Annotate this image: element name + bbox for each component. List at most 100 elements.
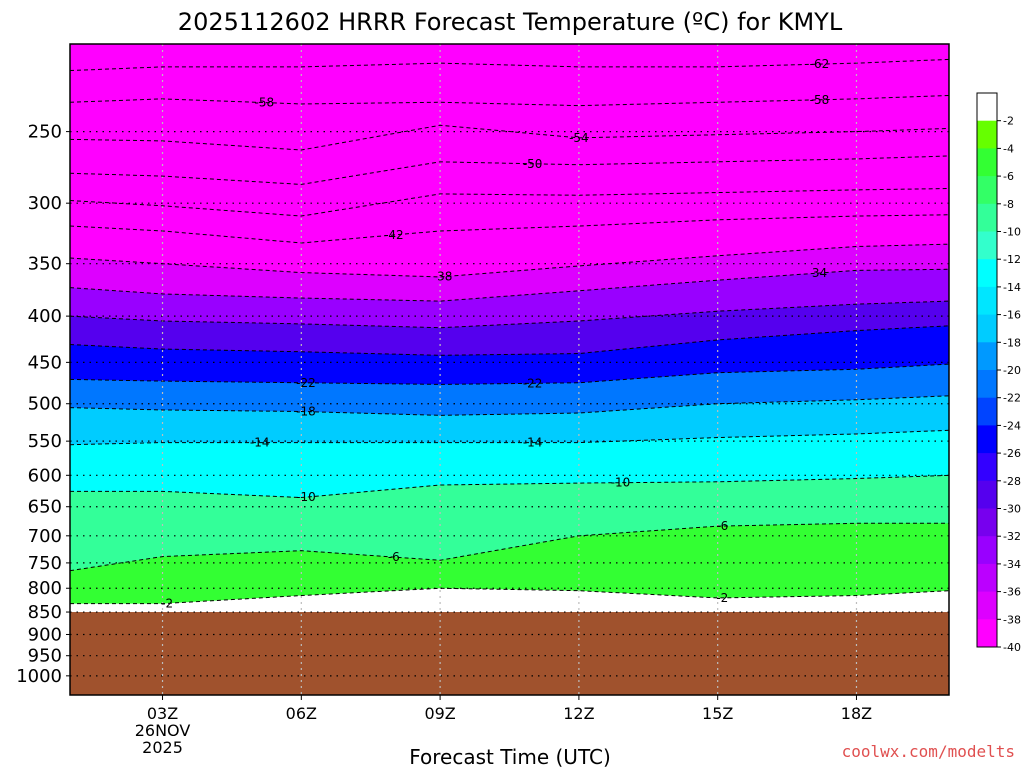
contour-line	[70, 243, 949, 278]
colorbar-label: -38	[1003, 613, 1021, 626]
colorbar-swatch	[977, 563, 997, 593]
y-tick-label: 850	[28, 602, 62, 623]
contour-label: -2	[161, 596, 173, 610]
colorbar-swatch	[977, 259, 997, 288]
colorbar-label: -16	[1003, 309, 1021, 322]
colorbar-swatch	[977, 148, 997, 177]
contour-label: -22	[296, 376, 316, 390]
contour-line	[70, 214, 949, 244]
colorbar-swatch	[977, 314, 997, 343]
y-tick-label: 800	[28, 578, 62, 599]
contour-label: -6	[388, 550, 400, 564]
x-axis-label: Forecast Time (UTC)	[409, 745, 611, 768]
contour-label: 34	[812, 266, 827, 280]
colorbar-label: -30	[1003, 503, 1021, 516]
colorbar-label: -10	[1003, 226, 1021, 239]
y-tick-label: 250	[28, 122, 62, 143]
y-tick-label: 300	[28, 193, 62, 214]
y-tick-label: 750	[28, 553, 62, 574]
colorbar-swatch	[977, 453, 997, 482]
y-tick-label: 350	[28, 254, 62, 275]
credit-text: coolwx.com/modelts	[842, 742, 1015, 761]
contour-line	[70, 522, 949, 572]
contour-label: -18	[296, 405, 316, 419]
y-tick-label: 650	[28, 497, 62, 518]
x-tick-label: 12Z	[563, 704, 594, 723]
colorbar-label: -36	[1003, 586, 1021, 599]
x-tick-label: 18Z	[841, 704, 872, 723]
contour-line	[70, 58, 949, 72]
colorbar-swatch	[977, 93, 997, 122]
x-date-label: 26NOV	[135, 721, 191, 740]
y-tick-label: 550	[28, 431, 62, 452]
x-tick-label: 15Z	[702, 704, 733, 723]
contour-label: -14	[250, 436, 270, 450]
colorbar-swatch	[977, 120, 997, 149]
y-tick-label: 900	[28, 624, 62, 645]
colorbar-swatch	[977, 536, 997, 565]
contour-line	[70, 474, 949, 499]
contour-line	[70, 124, 949, 151]
colorbar-label: -12	[1003, 253, 1021, 266]
y-axis: 2503003504004505005506006507007508008509…	[16, 122, 70, 687]
y-tick-label: 950	[28, 646, 62, 667]
contour-label: -42	[384, 228, 404, 242]
colorbar-label: -32	[1003, 530, 1021, 543]
colorbar-swatch	[977, 286, 997, 316]
colorbar-label: -6	[1003, 170, 1014, 183]
contour-line	[70, 268, 949, 302]
colorbar: -2 -4 -6 -8 -10 -12 -14 -16 -18 -20 -22 -24 -26 -28 -3…	[976, 92, 1021, 654]
colorbar-swatch	[977, 176, 997, 205]
colorbar-swatch	[977, 342, 997, 371]
contour-label: -10	[611, 476, 631, 490]
y-tick-label: 400	[28, 306, 62, 327]
contour-line	[70, 363, 949, 385]
contour-label: -6	[716, 519, 728, 533]
x-year-label: 2025	[142, 738, 183, 757]
contour-line	[70, 325, 949, 356]
ground-fill	[70, 612, 949, 695]
colorbar-swatch	[977, 591, 997, 620]
contour-label: -58	[255, 96, 275, 110]
x-tick-label: 06Z	[286, 704, 317, 723]
plot-frame	[69, 43, 950, 696]
x-tick-label: 09Z	[424, 704, 455, 723]
colorbar-swatch	[977, 397, 997, 426]
contour-label: -54	[569, 131, 589, 145]
colorbar-label: -8	[1003, 198, 1014, 211]
colorbar-label: -14	[1003, 281, 1021, 294]
colorbar-swatch	[977, 231, 997, 260]
colorbar-label: -18	[1003, 336, 1021, 349]
colorbar-swatch	[977, 480, 997, 509]
colorbar-swatch	[977, 619, 997, 648]
contour-label: -14	[523, 436, 543, 450]
above-freezing-band	[70, 606, 949, 615]
colorbar-label: -24	[1003, 419, 1021, 432]
contour-label: -10	[296, 490, 316, 504]
contour-label: 38	[437, 270, 452, 284]
contour-line	[70, 395, 949, 416]
colorbar-swatch	[977, 425, 997, 454]
x-tick-label: 03Z	[147, 704, 178, 723]
contour-line	[70, 155, 949, 185]
colorbar-swatch	[977, 203, 997, 232]
y-tick-label: 1000	[16, 666, 62, 687]
contour-label: -22	[523, 376, 543, 390]
colorbar-label: -26	[1003, 447, 1021, 460]
colorbar-label: -40	[1003, 641, 1021, 654]
y-tick-label: 600	[28, 465, 62, 486]
contour-line	[70, 300, 949, 329]
colorbar-label: -20	[1003, 364, 1021, 377]
contour-label: -62	[810, 57, 830, 71]
colorbar-label: -2	[1003, 115, 1014, 128]
y-tick-label: 500	[28, 394, 62, 415]
plot-area: -62 -58 -58 -54 -50 -42 38 34 -22 -22 -18 -14 -14 -10…	[70, 44, 949, 695]
colorbar-label: -22	[1003, 392, 1021, 405]
colorbar-label: -34	[1003, 558, 1021, 571]
colorbar-swatch	[977, 370, 997, 399]
y-tick-label: 700	[28, 526, 62, 547]
chart-title: 2025112602 HRRR Forecast Temperature (ºC…	[178, 8, 843, 36]
